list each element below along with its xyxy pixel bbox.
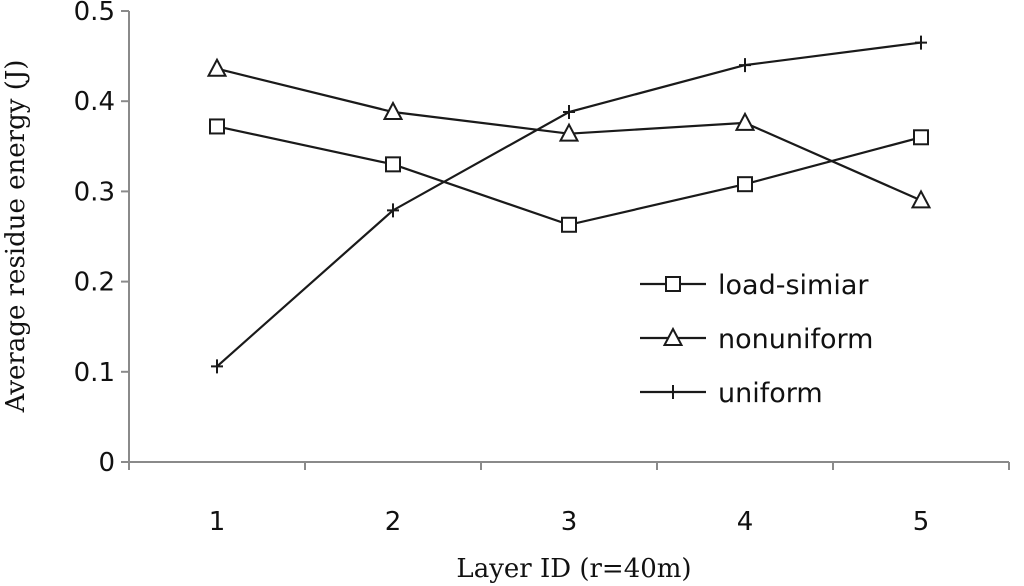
chart-series — [206, 35, 932, 374]
data-point — [737, 176, 753, 193]
legend-label: nonuniform — [718, 324, 873, 355]
data-point — [382, 100, 404, 121]
x-axis-title: Layer ID (r=40m) — [456, 554, 691, 584]
y-tick-label: 0.3 — [74, 177, 115, 207]
data-point — [211, 359, 223, 374]
legend-item: load-simiar — [640, 270, 869, 301]
legend-label: load-simiar — [718, 270, 869, 301]
x-tick-label: 5 — [913, 507, 930, 537]
data-point — [387, 203, 399, 218]
data-point — [209, 118, 225, 135]
data-point — [561, 216, 577, 233]
x-tick-label: 4 — [737, 507, 754, 537]
x-tick-label: 1 — [209, 507, 226, 537]
legend-marker — [662, 326, 684, 346]
y-tick-label: 0.1 — [74, 358, 115, 388]
y-tick-label: 0.5 — [74, 0, 115, 27]
data-point — [913, 129, 929, 146]
y-tick-label: 0.2 — [74, 268, 115, 298]
data-point — [739, 58, 751, 73]
series-nonuniform — [206, 57, 932, 209]
data-point — [910, 189, 932, 209]
legend-marker — [665, 276, 681, 292]
data-point — [734, 111, 756, 131]
series-uniform — [211, 35, 927, 374]
legend-marker — [667, 385, 679, 399]
y-tick-label: 0 — [98, 448, 115, 478]
series-load-simiar — [209, 118, 929, 233]
data-point — [563, 105, 575, 120]
chart-legend: load-simiar nonuniform uniform — [640, 270, 873, 409]
x-tick-label: 3 — [561, 507, 578, 537]
legend-label: uniform — [718, 378, 823, 409]
data-point — [558, 122, 580, 142]
series-line — [216, 41, 922, 368]
y-axis-title: Average residue energy (J) — [1, 60, 31, 414]
data-point — [206, 57, 228, 77]
chart-axes: 0 0.1 0.2 0.3 0.4 0.5 1 2 3 4 5 — [74, 0, 1010, 537]
legend-item: nonuniform — [640, 324, 873, 355]
data-point — [385, 156, 401, 173]
y-tick-label: 0.4 — [74, 87, 115, 117]
data-point — [915, 35, 927, 50]
x-tick-label: 2 — [385, 507, 402, 537]
legend-item: uniform — [640, 378, 823, 409]
